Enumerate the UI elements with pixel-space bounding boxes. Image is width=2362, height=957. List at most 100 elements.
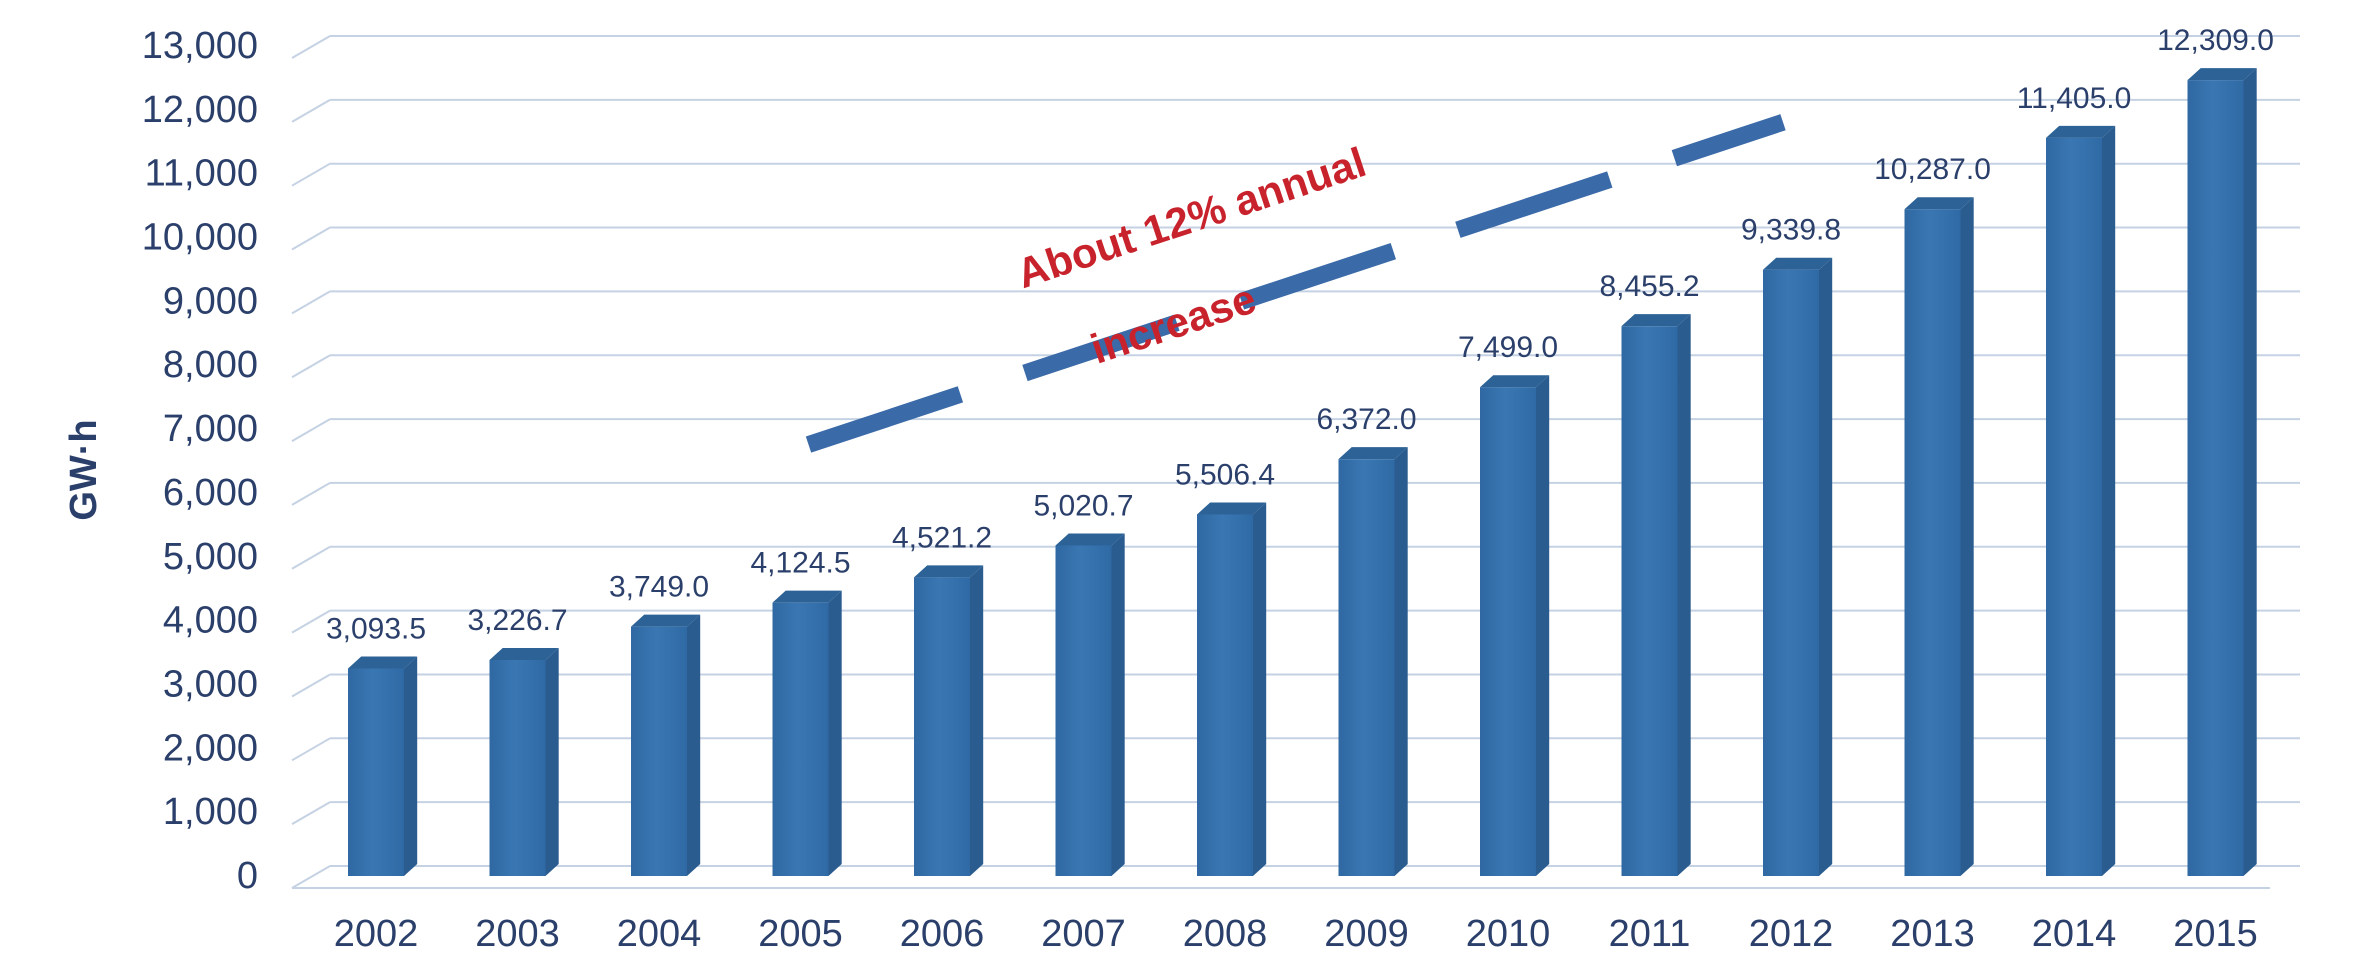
gridline-depth — [291, 673, 331, 698]
gridline-depth — [291, 162, 331, 187]
bar-top — [2046, 125, 2116, 138]
x-tick-label: 2009 — [1324, 913, 1409, 955]
bar-side — [1394, 447, 1408, 876]
bar-front — [2046, 137, 2102, 877]
gridline-depth — [291, 609, 331, 634]
bar — [631, 614, 701, 876]
x-tick-label: 2004 — [617, 913, 702, 955]
bar-top — [772, 590, 842, 603]
bar — [489, 647, 559, 876]
data-label: 9,339.8 — [1741, 214, 1841, 247]
data-labels: 3,093.5 3,226.7 3,749.0 4,124.5 4,521.2 5,020… — [326, 24, 2274, 645]
bar-top — [489, 647, 559, 660]
y-tick-label: 3,000 — [163, 663, 258, 705]
bar-top — [2187, 68, 2257, 81]
y-tick-label: 12,000 — [142, 89, 258, 131]
data-label: 5,506.4 — [1175, 458, 1275, 491]
bar-front — [1763, 269, 1819, 876]
bar-side — [970, 565, 984, 876]
bar-top — [1055, 533, 1125, 546]
bar-top — [1763, 257, 1833, 270]
bar-side — [2102, 125, 2116, 877]
x-tick-label: 2008 — [1183, 913, 1268, 955]
x-axis-ticks: 2002 2003 2004 2005 2006 2007 2008 2009 2010 2011… — [334, 913, 2258, 955]
gridline-depth — [291, 737, 331, 762]
bar-side — [1960, 197, 1974, 877]
bar — [2187, 68, 2257, 877]
bar — [1621, 314, 1691, 877]
bar — [1338, 447, 1408, 876]
bar-front — [1338, 459, 1395, 876]
bar-top — [1621, 314, 1691, 327]
gridline-depth — [291, 290, 331, 315]
bar-front — [1197, 514, 1253, 876]
data-label: 11,405.0 — [2017, 82, 2132, 115]
bar — [348, 656, 418, 876]
bar — [1055, 533, 1125, 876]
bar-front — [489, 659, 546, 876]
y-tick-label: 7,000 — [163, 408, 258, 450]
y-axis-label: GW·h — [63, 419, 105, 520]
bar-front — [1055, 545, 1112, 876]
bar-side — [1253, 502, 1267, 876]
data-label: 4,124.5 — [750, 547, 850, 580]
x-tick-label: 2007 — [1041, 913, 1126, 955]
bar-side — [1819, 257, 1833, 876]
x-tick-label: 2003 — [475, 913, 560, 955]
bar — [2046, 125, 2116, 877]
x-tick-label: 2014 — [2032, 913, 2117, 955]
data-label: 3,226.7 — [467, 604, 567, 637]
data-label: 8,455.2 — [1599, 270, 1699, 303]
bar — [1480, 375, 1550, 876]
y-tick-label: 11,000 — [145, 153, 258, 195]
bar — [914, 565, 984, 876]
bar-top — [914, 565, 984, 578]
y-tick-label: 9,000 — [163, 280, 258, 322]
gridline-depth — [291, 226, 331, 251]
gridline-depth — [291, 801, 331, 826]
y-tick-label: 0 — [237, 855, 258, 897]
bar-front — [2187, 80, 2244, 877]
y-axis-ticks: 0 1,000 2,000 3,000 4,000 5,000 6,000 7,000 8,00… — [142, 25, 258, 897]
trend-line — [805, 114, 1786, 453]
bar-top — [1197, 502, 1267, 515]
x-tick-label: 2015 — [2173, 913, 2258, 955]
bar-side — [1111, 533, 1125, 876]
gridline-depth — [291, 418, 331, 442]
gridline-depth — [291, 35, 331, 59]
x-tick-label: 2005 — [758, 913, 843, 955]
x-tick-label: 2012 — [1749, 913, 1834, 955]
bar — [772, 590, 842, 876]
y-tick-label: 13,000 — [142, 25, 258, 67]
gridline-depth — [291, 482, 331, 506]
data-label: 6,372.0 — [1316, 403, 1416, 436]
bar-side — [828, 590, 842, 876]
y-tick-label: 5,000 — [163, 536, 258, 578]
bar-side — [404, 656, 418, 876]
x-tick-label: 2002 — [334, 913, 419, 955]
bar-side — [687, 614, 701, 876]
data-label: 5,020.7 — [1033, 489, 1133, 522]
bar-front — [631, 626, 687, 876]
bar — [1904, 197, 1974, 877]
bar-side — [545, 647, 559, 876]
bar-front — [772, 602, 829, 876]
gridline-depth — [291, 545, 331, 570]
bar-top — [348, 656, 418, 669]
data-label: 12,309.0 — [2157, 24, 2274, 57]
x-tick-label: 2010 — [1466, 913, 1551, 955]
y-tick-label: 1,000 — [163, 791, 258, 833]
bar-front — [914, 577, 970, 876]
gridline-depth — [291, 98, 331, 123]
bar-side — [2243, 68, 2257, 877]
annotation-line-2: increase — [1085, 275, 1262, 373]
bars — [348, 68, 2257, 877]
bar — [1763, 257, 1833, 876]
data-label: 3,093.5 — [326, 612, 426, 645]
bar-top — [1904, 197, 1974, 210]
bar-front — [1904, 209, 1961, 877]
x-tick-label: 2011 — [1609, 913, 1691, 955]
data-label: 7,499.0 — [1458, 331, 1558, 364]
data-label: 4,521.2 — [892, 521, 992, 554]
